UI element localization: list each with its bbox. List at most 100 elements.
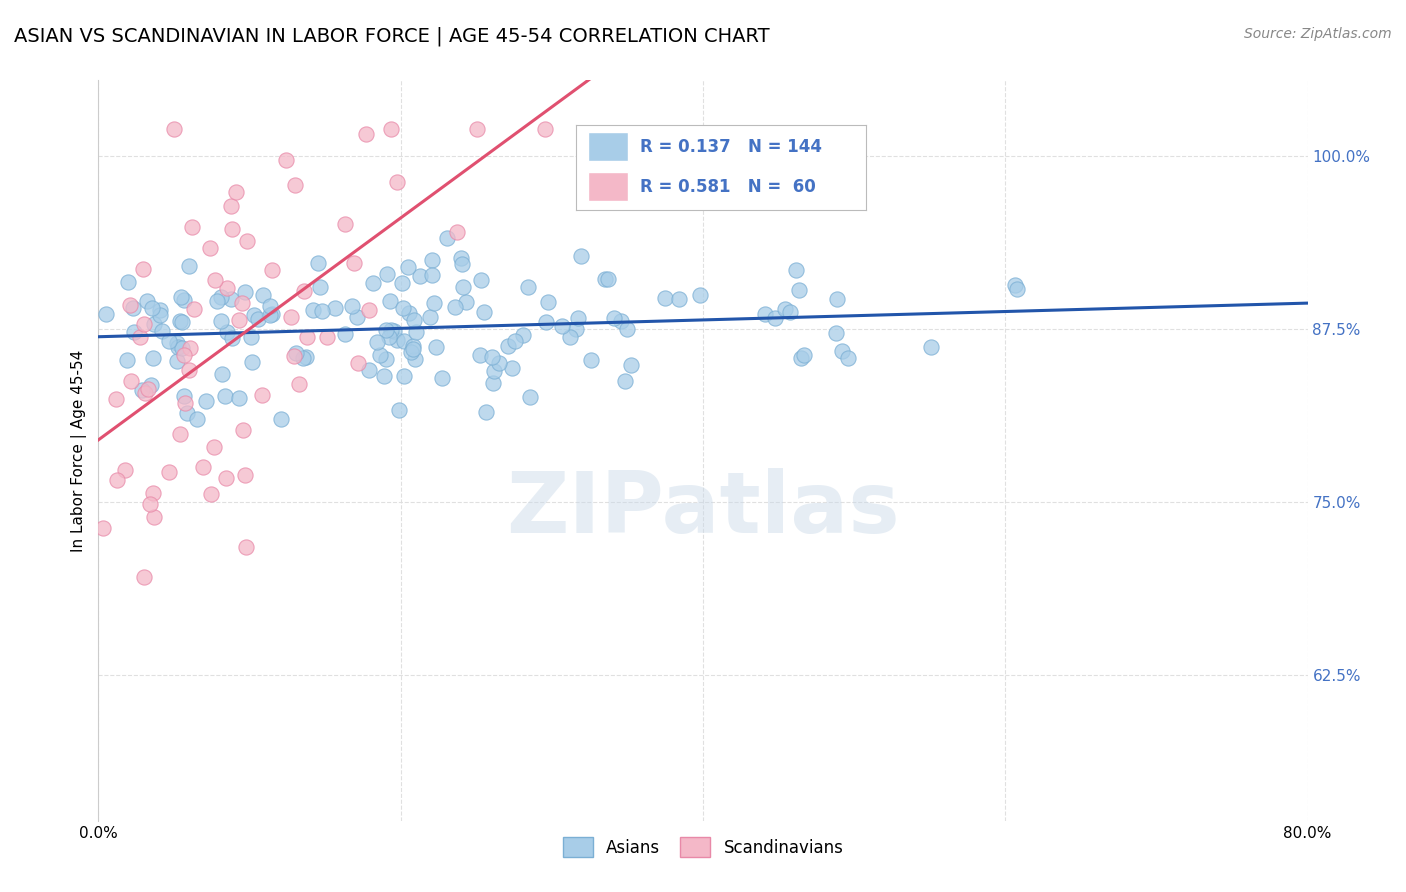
- Point: [287, 376, 309, 391]
- Point: [167, 341, 190, 355]
- Point: [217, 281, 239, 295]
- Point: [285, 346, 308, 360]
- Point: [391, 276, 413, 290]
- Point: [295, 329, 318, 343]
- Point: [444, 300, 467, 314]
- Point: [142, 485, 165, 500]
- Point: [219, 199, 242, 213]
- Point: [172, 315, 194, 329]
- Point: [373, 368, 395, 383]
- Point: [534, 121, 557, 136]
- Point: [387, 175, 409, 189]
- Point: [228, 391, 250, 405]
- Point: [409, 268, 432, 283]
- Point: [374, 352, 396, 367]
- Point: [307, 255, 329, 269]
- Legend: Asians, Scandinavians: Asians, Scandinavians: [555, 830, 851, 864]
- Point: [374, 323, 396, 337]
- Point: [149, 308, 172, 322]
- Point: [773, 302, 796, 317]
- Point: [335, 326, 357, 341]
- Point: [689, 287, 711, 301]
- Point: [209, 314, 232, 328]
- Point: [620, 359, 643, 373]
- Point: [143, 317, 166, 331]
- Point: [323, 301, 346, 315]
- Point: [252, 288, 274, 302]
- Point: [179, 260, 201, 274]
- Point: [93, 520, 115, 534]
- Point: [837, 351, 859, 365]
- Point: [105, 473, 128, 487]
- Point: [198, 242, 221, 256]
- Point: [537, 294, 560, 309]
- Point: [404, 351, 426, 366]
- Point: [366, 334, 388, 349]
- Point: [831, 343, 853, 358]
- Point: [183, 302, 205, 317]
- Point: [209, 290, 232, 304]
- Point: [347, 356, 370, 370]
- Point: [425, 340, 447, 354]
- Point: [614, 374, 637, 388]
- Point: [179, 341, 201, 355]
- Point: [225, 185, 247, 199]
- Point: [231, 296, 253, 310]
- Point: [181, 220, 204, 235]
- Point: [616, 322, 638, 336]
- Point: [246, 311, 269, 326]
- Point: [291, 351, 314, 365]
- Point: [593, 271, 616, 285]
- Point: [259, 299, 281, 313]
- Point: [170, 290, 193, 304]
- Point: [142, 510, 165, 524]
- Point: [825, 292, 848, 306]
- Point: [134, 570, 156, 584]
- Point: [446, 225, 468, 239]
- Point: [311, 303, 333, 318]
- Point: [551, 318, 574, 333]
- Point: [139, 497, 162, 511]
- Point: [790, 351, 813, 366]
- Point: [668, 292, 690, 306]
- Point: [233, 285, 256, 299]
- Point: [132, 317, 155, 331]
- Point: [128, 330, 150, 344]
- Point: [283, 349, 305, 363]
- Point: [534, 315, 557, 329]
- Point: [236, 234, 259, 248]
- Point: [402, 313, 425, 327]
- Point: [436, 231, 458, 245]
- Point: [205, 294, 228, 309]
- Point: [419, 310, 441, 325]
- Point: [405, 325, 427, 339]
- Point: [157, 465, 180, 479]
- Point: [217, 325, 239, 339]
- Point: [1004, 278, 1026, 293]
- Point: [346, 310, 368, 325]
- Point: [517, 279, 540, 293]
- Point: [260, 307, 283, 321]
- Point: [343, 256, 366, 270]
- Point: [173, 348, 195, 362]
- Point: [422, 296, 444, 310]
- Point: [787, 283, 810, 297]
- Point: [186, 412, 208, 426]
- Point: [149, 303, 172, 318]
- Point: [131, 383, 153, 397]
- Point: [142, 351, 165, 365]
- Point: [276, 153, 298, 167]
- Point: [380, 121, 402, 136]
- Text: Source: ZipAtlas.com: Source: ZipAtlas.com: [1244, 27, 1392, 41]
- Point: [295, 350, 318, 364]
- Point: [134, 386, 156, 401]
- Point: [375, 267, 398, 281]
- Point: [204, 273, 226, 287]
- Point: [396, 260, 419, 274]
- Point: [120, 375, 142, 389]
- Point: [793, 348, 815, 362]
- Point: [610, 314, 633, 328]
- Point: [122, 301, 145, 315]
- Point: [105, 392, 128, 406]
- Point: [382, 324, 405, 338]
